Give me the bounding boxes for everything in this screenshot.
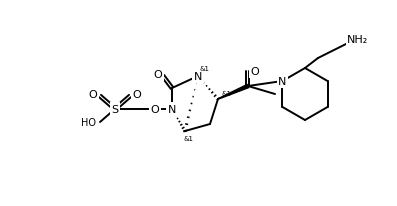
Polygon shape — [218, 85, 249, 100]
Text: O: O — [251, 67, 259, 77]
Text: O: O — [150, 104, 159, 115]
Text: N: N — [194, 72, 202, 82]
Text: &1: &1 — [200, 66, 210, 72]
Text: HO: HO — [81, 117, 96, 127]
Text: NH₂: NH₂ — [347, 35, 369, 45]
Text: S: S — [112, 104, 119, 115]
Text: O: O — [89, 90, 97, 99]
Text: &1: &1 — [183, 135, 193, 141]
Text: N: N — [168, 104, 176, 115]
Text: N: N — [278, 77, 287, 87]
Text: O: O — [154, 70, 162, 80]
Text: &1: &1 — [222, 91, 232, 97]
Text: O: O — [133, 90, 141, 99]
